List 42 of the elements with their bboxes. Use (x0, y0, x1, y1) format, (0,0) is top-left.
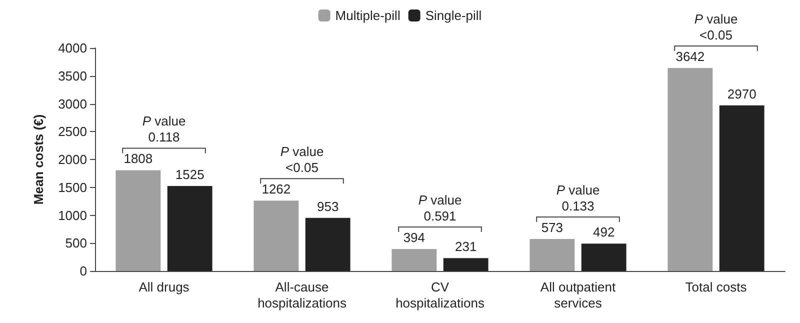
bar (668, 68, 713, 271)
y-axis-title: Mean costs (€) (31, 114, 46, 205)
y-tick-label: 2500 (58, 124, 87, 140)
bar (167, 186, 212, 271)
bar (530, 239, 575, 271)
data-label: 1262 (262, 182, 291, 197)
data-label: 953 (316, 198, 339, 214)
x-tick-label: All drugs (138, 280, 190, 294)
bar (719, 105, 764, 271)
y-tick-label: 3000 (58, 96, 87, 112)
legend-label: Single-pill (425, 8, 482, 23)
data-label: 394 (403, 230, 426, 246)
annotation: P value 0.133 (556, 182, 600, 214)
y-tick-label: 500 (65, 236, 87, 251)
data-label: 492 (592, 224, 615, 240)
annotation: P value <0.05 (280, 144, 324, 176)
x-tick-label: Total costs (685, 280, 748, 294)
x-tick-label: All-cause hospitalizations (258, 280, 347, 310)
bar (581, 244, 626, 271)
data-label: 1808 (124, 151, 153, 166)
y-tick-label: 4000 (58, 40, 87, 56)
x-tick-label: All outpatient services (540, 280, 616, 310)
x-tick-label: CV hospitalizations (396, 280, 485, 310)
bar (443, 258, 488, 271)
annotation: P value 0.118 (142, 114, 186, 145)
y-tick-label: 1500 (58, 180, 87, 195)
annotation: P value 0.591 (418, 192, 462, 224)
y-tick-label: 3500 (58, 68, 87, 84)
data-label: 1525 (175, 166, 204, 182)
bar (254, 200, 299, 271)
y-tick-label: 1000 (58, 208, 87, 223)
data-label: 2970 (727, 86, 756, 102)
y-tick-label: 0 (80, 264, 87, 278)
y-tick-label: 2000 (58, 152, 87, 167)
data-label: 3642 (676, 48, 705, 64)
bar (392, 249, 437, 271)
legend-label: Multiple-pill (335, 8, 400, 23)
bar (116, 170, 161, 271)
text: P value <0.05 (694, 11, 738, 42)
data-label: 231 (454, 239, 477, 254)
data-label: 573 (541, 220, 564, 236)
bar (305, 218, 350, 271)
